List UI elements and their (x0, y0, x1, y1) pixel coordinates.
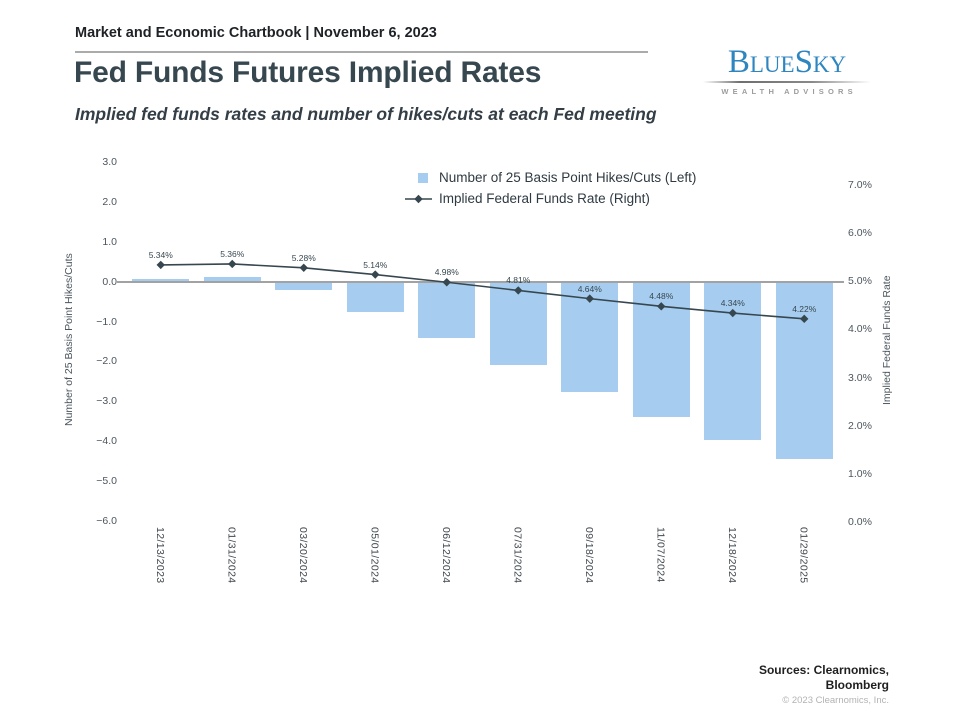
line-data-label: 4.34% (720, 298, 745, 309)
bar-12/13/2023 (132, 279, 190, 282)
line-swatch-icon (405, 194, 432, 203)
header-divider (75, 51, 648, 53)
x-axis-label: 11/07/2024 (654, 527, 667, 583)
line-data-label: 5.36% (220, 248, 245, 259)
bar-07/31/2024 (489, 281, 547, 365)
left-axis-tick: −6.0 (96, 515, 117, 527)
x-axis-label: 05/01/2024 (368, 527, 381, 584)
logo-tagline: WEALTH ADVISORS (721, 87, 857, 97)
x-axis-label: 07/31/2024 (511, 527, 524, 584)
left-axis-title: Number of 25 Basis Point Hikes/Cuts (63, 253, 75, 427)
right-axis-tick: 0.0% (848, 516, 872, 528)
bar-12/18/2024 (704, 281, 762, 440)
line-marker-icon (156, 260, 165, 270)
source-line-2: Bloomberg (825, 678, 889, 692)
x-axis-label: 12/13/2023 (153, 527, 166, 584)
right-axis-tick: 7.0% (848, 179, 872, 191)
chart-plot-area: 5.34% 5.36% 5.28% 5.14% 4.98% 4.81% 4.64% 4.48%… (96, 155, 872, 584)
implied-rate-line (156, 259, 809, 324)
legend-item-hikes-cuts: Number of 25 Basis Point Hikes/Cuts (Lef… (405, 167, 696, 188)
right-axis-tick: 3.0% (848, 371, 872, 384)
line-data-label: 4.22% (792, 303, 817, 314)
copyright-text: © 2023 Clearnomics, Inc. (782, 695, 889, 706)
page-subtitle: Implied fed funds rates and number of hi… (75, 104, 657, 124)
left-axis-tick: −1.0 (96, 315, 117, 328)
right-axis-tick: 2.0% (848, 419, 872, 432)
line-marker-icon (299, 263, 308, 273)
report-kicker: Market and Economic Chartbook | November… (75, 25, 437, 41)
left-axis-tick: 0.0 (102, 275, 117, 288)
line-data-label: 5.14% (363, 259, 388, 270)
x-axis-label: 06/12/2024 (439, 527, 452, 584)
zero-axis-line (117, 280, 844, 283)
line-marker-icon (728, 308, 737, 318)
line-marker-icon (228, 259, 237, 269)
bar-05/01/2024 (346, 281, 404, 312)
left-axis-tick: 1.0 (102, 235, 117, 248)
left-axis-tick: −2.0 (96, 355, 117, 368)
sources-block: Sources: Clearnomics, Bloomberg © 2023 C… (759, 663, 889, 706)
chart-legend: Number of 25 Basis Point Hikes/Cuts (Lef… (405, 167, 696, 209)
x-axis-label: 09/18/2024 (582, 527, 595, 584)
line-data-label: 4.48% (649, 291, 674, 302)
x-axis-label: 01/31/2024 (225, 527, 238, 584)
logo-divider (703, 81, 871, 84)
right-axis-tick: 1.0% (848, 467, 872, 480)
legend-label: Number of 25 Basis Point Hikes/Cuts (Lef… (439, 170, 697, 185)
right-axis-tick: 6.0% (848, 227, 872, 240)
line-marker-icon (514, 286, 523, 295)
line-marker-icon (800, 314, 809, 324)
line-data-label: 4.64% (577, 283, 602, 294)
left-axis-tick: 2.0 (102, 195, 117, 208)
bar-06/12/2024 (418, 281, 476, 338)
line-data-label: 5.28% (291, 252, 316, 263)
line-marker-icon (371, 270, 380, 279)
x-axis-label: 01/29/2025 (797, 527, 810, 584)
x-axis-label: 03/20/2024 (296, 527, 309, 584)
line-marker-icon (657, 302, 666, 311)
line-marker-icon (585, 294, 594, 303)
left-axis-tick: −4.0 (96, 435, 117, 448)
bar-swatch-icon (418, 172, 428, 183)
page-title: Fed Funds Futures Implied Rates (74, 56, 542, 89)
bar-03/20/2024 (275, 281, 333, 290)
right-axis-tick: 4.0% (848, 323, 872, 336)
line-marker-icon (442, 278, 451, 287)
line-data-label: 5.34% (148, 249, 173, 260)
line-data-label: 4.98% (434, 267, 459, 278)
legend-item-implied-rate: Implied Federal Funds Rate (Right) (405, 188, 696, 209)
left-axis-tick: 3.0 (102, 156, 117, 168)
legend-label: Implied Federal Funds Rate (Right) (439, 191, 650, 206)
bar-01/29/2025 (775, 281, 833, 460)
x-axis-label: 12/18/2024 (725, 527, 738, 584)
logo-brand-text: BlueSky (727, 44, 847, 80)
line-data-label: 4.81% (506, 275, 531, 286)
bluesky-logo: BlueSky WEALTH ADVISORS (703, 44, 871, 97)
bar-01/31/2024 (203, 276, 261, 282)
left-axis-tick: −5.0 (96, 475, 117, 488)
source-line-1: Sources: Clearnomics, (758, 663, 889, 677)
right-axis-tick: 5.0% (848, 275, 872, 288)
left-axis-tick: −3.0 (96, 395, 117, 408)
